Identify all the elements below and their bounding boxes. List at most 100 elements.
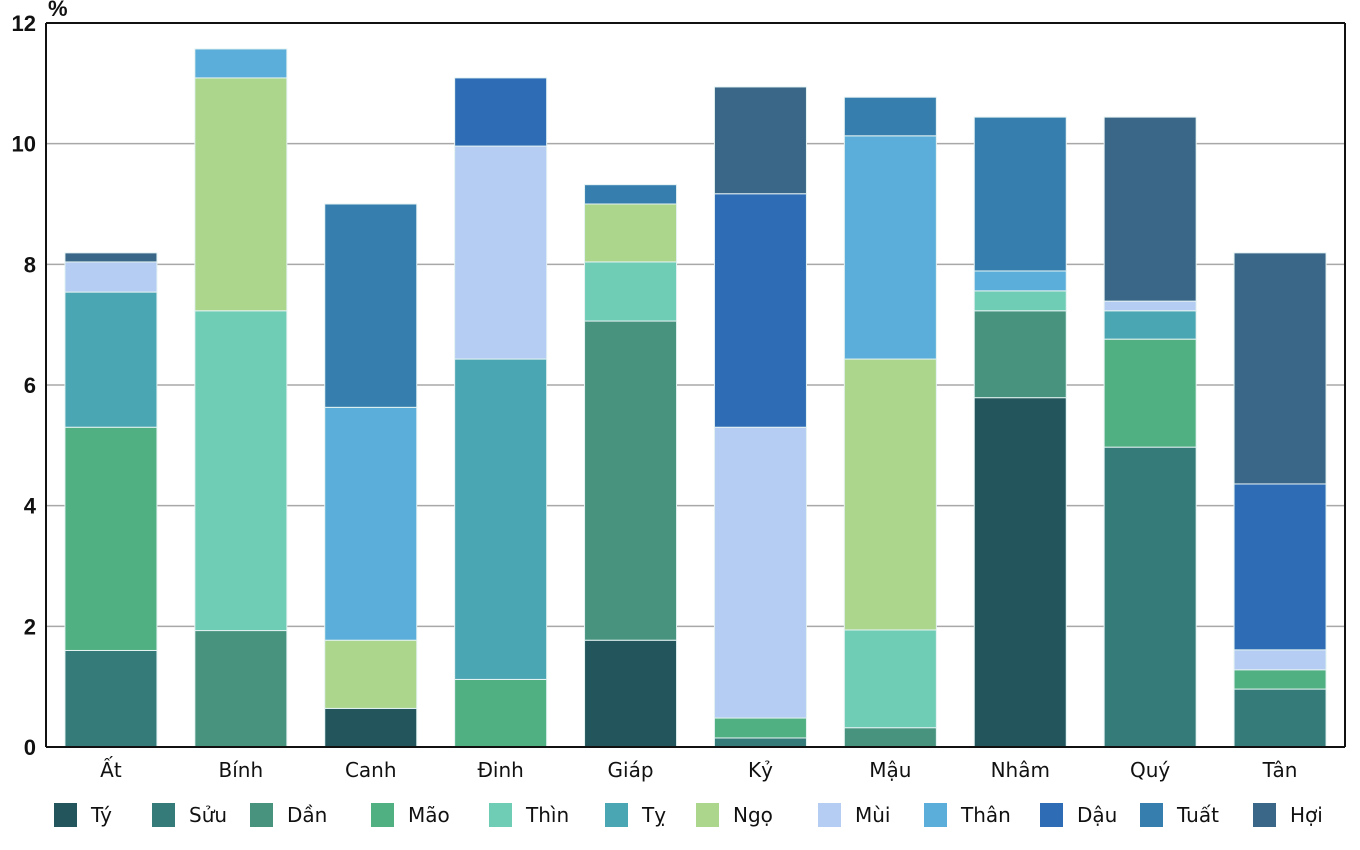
legend-label: Sửu: [189, 803, 227, 827]
x-tick-labels: Ất Bính Canh Đinh Giáp Kỷ Mậu Nhâm Quý Tân: [100, 757, 1297, 782]
legend-item: Thân: [924, 803, 1011, 827]
x-tick-label: Giáp: [608, 758, 654, 782]
bar-segment-Mùi: [1103, 300, 1197, 312]
bar-segment-Tỵ: [64, 291, 158, 428]
legend-label: Tuất: [1176, 803, 1219, 827]
bar-segment-Mùi: [713, 426, 807, 719]
bar-segment-Dần: [584, 320, 678, 641]
bar-segment-Mùi: [454, 145, 548, 360]
legend-swatch: [371, 803, 394, 827]
bar-segment-Dần: [973, 310, 1067, 399]
bar-segment-Tỵ: [454, 358, 548, 680]
bar-segment-Hợi: [713, 86, 807, 195]
legend-label: Thân: [960, 803, 1011, 827]
legend-label: Hợi: [1290, 803, 1323, 827]
bar-segment-Mão: [1103, 338, 1197, 448]
y-axis-unit-label: %: [48, 0, 68, 21]
bar-segment-Ngọ: [194, 77, 288, 312]
bar-segment-Thân: [194, 48, 288, 79]
bar-segment-Dậu: [454, 77, 548, 147]
axes: [45, 22, 1346, 748]
x-tick-label: Tân: [1262, 758, 1298, 782]
legend-label: Mão: [408, 803, 450, 827]
bar-segment-Tý: [973, 397, 1067, 748]
legend-swatch: [818, 803, 841, 827]
legend-label: Thìn: [525, 803, 569, 827]
bar-segment-Hợi: [1103, 116, 1197, 302]
bar-segment-Thìn: [194, 310, 288, 632]
bar-segment-Sửu: [1103, 446, 1197, 748]
y-tick-label: 0: [24, 735, 36, 760]
legend-swatch: [1253, 803, 1276, 827]
bar-segment-Dần: [843, 727, 937, 748]
legend-item: Dần: [250, 803, 327, 827]
legend-label: Tý: [90, 803, 112, 827]
x-tick-label: Canh: [345, 758, 397, 782]
y-tick-label: 10: [12, 132, 36, 157]
bar-segment-Tuất: [843, 96, 937, 137]
bar-segment-Sửu: [713, 737, 807, 748]
y-tick-label: 12: [12, 11, 36, 36]
legend-item: Mùi: [818, 803, 891, 827]
legend-item: Dậu: [1040, 803, 1117, 827]
bars: [64, 48, 1327, 748]
legend-swatch: [605, 803, 628, 827]
bar-segment-Dần: [194, 630, 288, 748]
bar-segment-Sửu: [1233, 688, 1327, 748]
y-tick-label: 4: [24, 494, 37, 519]
bar-segment-Mão: [1233, 669, 1327, 690]
bar-segment-Ngọ: [324, 639, 418, 709]
y-tick-labels: 0 2 4 6 8 10 12: [12, 11, 37, 760]
bar-segment-Hợi: [64, 252, 158, 263]
bar-segment-Thìn: [584, 261, 678, 322]
legend-label: Tỵ: [641, 803, 666, 827]
bar-segment-Ngọ: [843, 358, 937, 631]
bar-segment-Tý: [584, 639, 678, 748]
bar-segment-Thìn: [843, 629, 937, 729]
legend-label: Dần: [287, 803, 327, 827]
bar-segment-Thân: [324, 406, 418, 641]
bar-segment-Thân: [843, 135, 937, 360]
legend-item: Sửu: [152, 803, 227, 827]
legend-swatch: [152, 803, 175, 827]
legend-swatch: [1040, 803, 1063, 827]
bar-segment-Dậu: [1233, 483, 1327, 651]
bar-segment-Mão: [454, 678, 548, 748]
legend-item: Tý: [54, 803, 112, 827]
bar-segment-Mùi: [1233, 649, 1327, 671]
legend-swatch: [696, 803, 719, 827]
bar-segment-Tuất: [324, 203, 418, 408]
bar-segment-Mão: [713, 717, 807, 739]
legend-swatch: [489, 803, 512, 827]
bar-segment-Tuất: [584, 184, 678, 205]
legend-item: Tỵ: [605, 803, 666, 827]
legend-label: Dậu: [1077, 803, 1117, 827]
legend: Tý Sửu Dần Mão Thìn Tỵ Ngọ Mùi Thân Dậu Tuất Hợi: [54, 803, 1323, 827]
y-tick-label: 2: [24, 614, 36, 639]
x-tick-label: Mậu: [869, 758, 911, 782]
bar-segment-Tỵ: [1103, 310, 1197, 340]
legend-label: Ngọ: [733, 803, 773, 827]
legend-item: Mão: [371, 803, 450, 827]
bar-segment-Thìn: [973, 290, 1067, 312]
bar-segment-Dậu: [713, 193, 807, 428]
legend-swatch: [54, 803, 77, 827]
bar-segment-Sửu: [64, 649, 158, 748]
x-tick-label: Bính: [219, 758, 264, 782]
x-tick-label: Đinh: [477, 758, 523, 782]
legend-swatch: [1140, 803, 1163, 827]
legend-item: Tuất: [1140, 803, 1219, 827]
x-tick-label: Ất: [100, 757, 122, 782]
bar-segment-Tý: [324, 707, 418, 748]
legend-swatch: [924, 803, 947, 827]
bar-segment-Mùi: [64, 261, 158, 293]
legend-item: Thìn: [489, 803, 569, 827]
legend-label: Mùi: [855, 803, 891, 827]
bar-segment-Tuất: [973, 116, 1067, 272]
legend-item: Hợi: [1253, 803, 1323, 827]
bar-segment-Thân: [973, 270, 1067, 292]
legend-swatch: [250, 803, 273, 827]
bar-segment-Ngọ: [584, 203, 678, 263]
bar-segment-Hợi: [1233, 252, 1327, 485]
